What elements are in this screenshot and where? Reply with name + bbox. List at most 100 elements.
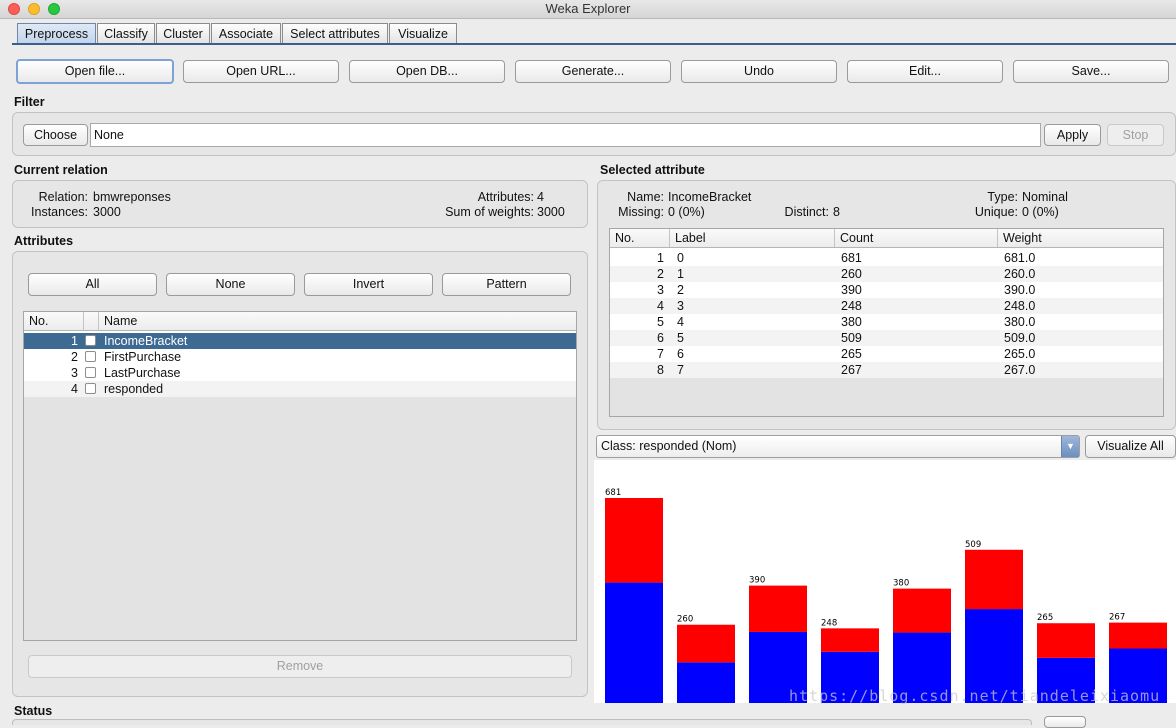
bar-1-segment-0 <box>677 662 735 703</box>
tab-underline <box>12 43 1176 45</box>
bar-7-segment-0 <box>1109 648 1167 703</box>
attribute-checkbox[interactable] <box>85 351 96 362</box>
tab-cluster[interactable]: Cluster <box>156 23 210 43</box>
bar-total-label: 380 <box>893 579 909 589</box>
bar-6-segment-1 <box>1037 623 1095 658</box>
label-row[interactable]: 6 5 509 509.0 <box>610 330 1163 346</box>
attribute-row-firstpurchase[interactable]: 2 FirstPurchase <box>24 349 576 365</box>
zoom-window-icon[interactable] <box>48 3 60 15</box>
attribute-checkbox[interactable] <box>85 383 96 394</box>
label-weight: 267.0 <box>1004 363 1036 377</box>
tab-associate[interactable]: Associate <box>211 23 281 43</box>
label-table-header: No. Label Count Weight <box>610 229 1163 248</box>
log-button[interactable] <box>1044 716 1086 728</box>
label-count: 380 <box>841 315 862 329</box>
label-weight: 681.0 <box>1004 251 1036 265</box>
label-row[interactable]: 7 6 265 265.0 <box>610 346 1163 362</box>
label-row[interactable]: 8 7 267 267.0 <box>610 362 1163 378</box>
label-weight: 265.0 <box>1004 347 1036 361</box>
label-count: 248 <box>841 299 862 313</box>
label-value: 3 <box>677 299 684 313</box>
label-value: 5 <box>677 331 684 345</box>
label-row[interactable]: 2 1 260 260.0 <box>610 266 1163 282</box>
open-db-button[interactable]: Open DB... <box>349 60 505 83</box>
label-row[interactable]: 1 0 681 681.0 <box>610 250 1163 266</box>
bar-total-label: 390 <box>749 576 765 586</box>
select-all-button[interactable]: All <box>28 273 157 296</box>
label-count: 260 <box>841 267 862 281</box>
label-count: 267 <box>841 363 862 377</box>
label-count: 265 <box>841 347 862 361</box>
label-count: 390 <box>841 283 862 297</box>
bar-3-segment-0 <box>821 651 879 703</box>
tab-visualize[interactable]: Visualize <box>389 23 457 43</box>
column-name[interactable]: Name <box>104 314 138 328</box>
attributes-table-empty-area <box>24 397 576 640</box>
column-label[interactable]: Label <box>670 229 835 247</box>
window-title: Weka Explorer <box>545 1 631 16</box>
attr-name-value: IncomeBracket <box>668 190 752 204</box>
attributes-heading: Attributes <box>14 234 74 248</box>
label-count-table: No. Label Count Weight 1 0 681 681.0 2 1… <box>609 228 1164 417</box>
label-value: 4 <box>677 315 684 329</box>
label-row[interactable]: 3 2 390 390.0 <box>610 282 1163 298</box>
label-no: 3 <box>657 283 664 297</box>
label-row[interactable]: 4 3 248 248.0 <box>610 298 1163 314</box>
attr-missing-label: Missing: <box>618 205 664 219</box>
close-window-icon[interactable] <box>8 3 20 15</box>
label-no: 8 <box>657 363 664 377</box>
chevron-down-icon[interactable]: ▼ <box>1061 436 1079 457</box>
title-bar: Weka Explorer <box>0 0 1176 19</box>
label-row[interactable]: 5 4 380 380.0 <box>610 314 1163 330</box>
attribute-row-responded[interactable]: 4 responded <box>24 381 576 397</box>
edit-button[interactable]: Edit... <box>847 60 1003 83</box>
attribute-checkbox[interactable] <box>85 367 96 378</box>
undo-button[interactable]: Undo <box>681 60 837 83</box>
class-dropdown-value: Class: responded (Nom) <box>601 439 737 453</box>
bar-total-label: 248 <box>821 618 837 628</box>
attribute-checkbox[interactable] <box>85 335 96 346</box>
column-count[interactable]: Count <box>835 229 998 247</box>
minimize-window-icon[interactable] <box>28 3 40 15</box>
attribute-row-incomebracket[interactable]: 1 IncomeBracket <box>24 333 576 349</box>
open-file-button[interactable]: Open file... <box>16 59 174 84</box>
tab-classify[interactable]: Classify <box>97 23 155 43</box>
generate-button[interactable]: Generate... <box>515 60 671 83</box>
column-no[interactable]: No. <box>610 229 670 247</box>
open-url-button[interactable]: Open URL... <box>183 60 339 83</box>
watermark-text: https://blog.csdn.net/tiandeleixiaomu <box>789 687 1161 705</box>
apply-button[interactable]: Apply <box>1044 124 1101 146</box>
relation-value: bmwreponses <box>93 190 171 204</box>
column-check <box>84 312 99 330</box>
sum-of-weights-value: 3000 <box>537 205 565 219</box>
label-no: 4 <box>657 299 664 313</box>
visualize-all-button[interactable]: Visualize All <box>1085 435 1176 458</box>
filter-field[interactable]: None <box>90 123 1041 147</box>
column-weight[interactable]: Weight <box>1003 231 1042 245</box>
save-button[interactable]: Save... <box>1013 60 1169 83</box>
label-weight: 380.0 <box>1004 315 1036 329</box>
label-value: 6 <box>677 347 684 361</box>
bar-5-segment-1 <box>965 549 1023 610</box>
attribute-name: FirstPurchase <box>104 350 182 364</box>
attr-missing-value: 0 (0%) <box>668 205 705 219</box>
class-dropdown[interactable]: Class: responded (Nom) ▼ <box>596 435 1080 458</box>
attribute-row-lastpurchase[interactable]: 3 LastPurchase <box>24 365 576 381</box>
bar-6-segment-0 <box>1037 657 1095 703</box>
label-value: 2 <box>677 283 684 297</box>
select-none-button[interactable]: None <box>166 273 295 296</box>
invert-selection-button[interactable]: Invert <box>304 273 433 296</box>
attr-name-label: Name: <box>627 190 664 204</box>
choose-filter-button[interactable]: Choose <box>23 124 88 146</box>
pattern-button[interactable]: Pattern <box>442 273 571 296</box>
tab-preprocess[interactable]: Preprocess <box>17 23 96 43</box>
tab-select-attributes[interactable]: Select attributes <box>282 23 388 43</box>
attribute-name: responded <box>104 382 164 396</box>
label-value: 0 <box>677 251 684 265</box>
bar-total-label: 681 <box>605 488 621 498</box>
bar-4-segment-0 <box>893 632 951 703</box>
bar-5-segment-0 <box>965 609 1023 703</box>
column-no[interactable]: No. <box>24 312 84 330</box>
label-no: 6 <box>657 331 664 345</box>
attributes-table-header: No. Name <box>24 312 576 331</box>
